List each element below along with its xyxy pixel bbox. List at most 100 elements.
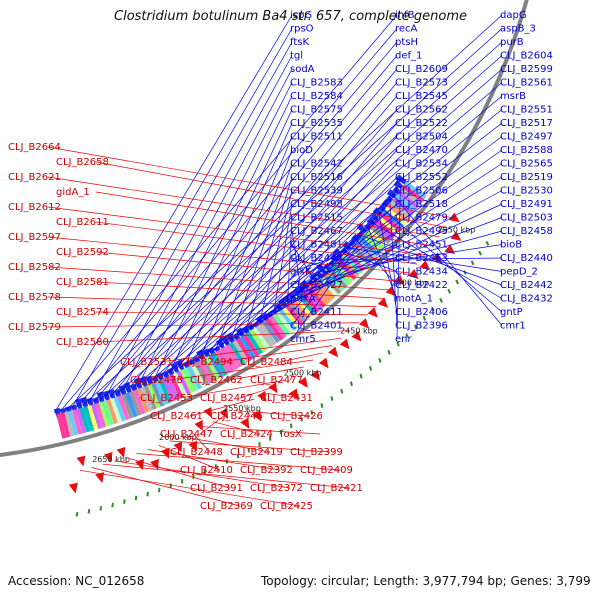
category-block	[75, 408, 87, 434]
scale-tick-label: 2450 kbp	[340, 326, 378, 335]
reverse-gene-label: CLJ_B2494	[180, 357, 233, 368]
forward-gene-label: CLJ_B2609	[395, 64, 448, 75]
forward-gene-label: ptsH	[395, 37, 418, 48]
reverse-cds-arrow	[288, 388, 299, 400]
forward-label-leader	[87, 41, 293, 405]
category-block	[288, 301, 307, 324]
category-block	[252, 327, 270, 351]
accession-text: Accession: NC_012658	[8, 574, 145, 588]
reverse-cds-arrow	[339, 338, 350, 350]
reverse-cds-arrow	[188, 440, 197, 452]
forward-label-leader	[230, 163, 293, 342]
forward-gene-label: CLJ_B2565	[500, 159, 553, 170]
forward-label-leader	[305, 230, 398, 288]
forward-label-leader	[76, 28, 398, 408]
forward-gene-label: CLJ_B2451	[395, 240, 448, 251]
forward-gene-label: CLJ_B2573	[395, 78, 448, 89]
reverse-gene-label: CLJ_B2419	[230, 447, 283, 458]
gc-marker	[485, 240, 490, 246]
gc-marker	[330, 396, 334, 401]
forward-gene-label: CLJ_B2396	[395, 321, 448, 332]
category-block	[158, 379, 173, 404]
reverse-label-leader	[159, 337, 342, 363]
forward-label-leader	[168, 109, 293, 374]
gc-marker	[310, 410, 314, 415]
reverse-cds-arrow	[240, 417, 250, 429]
category-block	[98, 401, 111, 427]
reverse-gene-label: CLJ_B2578	[8, 292, 61, 303]
category-block	[394, 193, 417, 213]
category-block	[215, 350, 232, 374]
category-block	[197, 359, 214, 384]
forward-gene-label: CLJ_B2463	[395, 253, 448, 264]
reverse-label-leader	[264, 392, 301, 399]
forward-label-leader	[291, 230, 302, 291]
category-block	[125, 392, 138, 418]
category-block	[278, 308, 297, 332]
category-block	[265, 318, 284, 341]
forward-gene-label: CLJ_B2584	[290, 91, 343, 102]
forward-gene-label: CLJ_B2503	[500, 213, 553, 224]
reverse-cds-arrow	[252, 410, 262, 422]
forward-gene-label: aspB_3	[500, 24, 536, 35]
forward-gene-label: rpsO	[290, 24, 314, 35]
forward-gene-label: CLJ_B2411	[290, 307, 343, 318]
reverse-label-leader	[114, 460, 291, 489]
reverse-label-leader	[191, 431, 211, 453]
reverse-cds-arrow	[377, 297, 389, 308]
forward-gene-label: CLJ_B2530	[500, 186, 553, 197]
reverse-label-leader	[229, 366, 304, 381]
category-block	[128, 391, 142, 416]
forward-label-leader	[287, 217, 293, 302]
reverse-label-leader	[199, 415, 224, 435]
forward-gene-label: ispG	[290, 10, 312, 21]
forward-label-leader	[378, 213, 398, 313]
reverse-label-leader	[47, 146, 455, 219]
category-block	[102, 400, 115, 426]
category-block	[91, 403, 103, 430]
reverse-gene-label: CLJ_B2461	[150, 411, 203, 422]
forward-gene-label: CLJ_B2434	[395, 267, 448, 278]
category-block	[56, 413, 67, 439]
forward-label-leader	[268, 190, 503, 316]
forward-gene-label: CLJ_B2517	[500, 118, 553, 129]
reverse-label-leader	[212, 421, 261, 435]
reverse-cds-arrow	[219, 408, 228, 420]
forward-label-leader	[309, 230, 503, 284]
reverse-gene-label: CLJ_B2453	[140, 393, 193, 404]
reverse-gene-label: CLJ_B2611	[56, 217, 109, 228]
reverse-gene-label: CLJ_B2658	[56, 157, 109, 168]
reverse-cds-arrow	[95, 472, 105, 483]
reverse-label-leader	[47, 296, 377, 308]
reverse-label-leader	[95, 330, 351, 343]
forward-gene-label: bioD	[290, 145, 313, 156]
forward-gene-label: CLJ_B2599	[500, 64, 553, 75]
reverse-cds-arrow	[318, 357, 329, 369]
forward-gene-label: CLJ_B2518	[395, 199, 448, 210]
category-block	[218, 348, 235, 372]
reverse-gene-label: CLJ_B2612	[8, 202, 61, 213]
reverse-cds-arrow	[310, 369, 321, 381]
forward-label-leader	[126, 68, 398, 392]
category-block	[281, 306, 301, 329]
forward-label-leader	[273, 203, 293, 313]
reverse-gene-label: CLJ_B2446	[210, 411, 263, 422]
forward-gene-label: cmr1	[500, 321, 526, 332]
category-block	[232, 340, 250, 364]
forward-label-leader	[389, 199, 398, 326]
category-block	[71, 409, 83, 435]
reverse-gene-label: CLJ_B2424	[220, 429, 273, 440]
reverse-cds-arrow	[203, 406, 212, 418]
reverse-label-leader	[95, 191, 433, 247]
reverse-cds-arrow	[328, 346, 339, 358]
reverse-gene-label: CLJ_B2391	[190, 483, 243, 494]
forward-label-leader	[343, 251, 398, 272]
category-block	[64, 411, 75, 437]
forward-gene-label: CLJ_B2401	[290, 321, 343, 332]
reverse-label-leader	[219, 345, 333, 363]
reverse-gene-labels: CLJ_B2664 CLJ_B2658 CLJ_B2621 gidA_1 CLJ_B26…	[8, 142, 455, 512]
forward-label-leader	[120, 68, 293, 394]
forward-gene-label: pdxA	[290, 294, 316, 305]
gc-marker	[87, 509, 91, 514]
category-block	[272, 313, 291, 336]
